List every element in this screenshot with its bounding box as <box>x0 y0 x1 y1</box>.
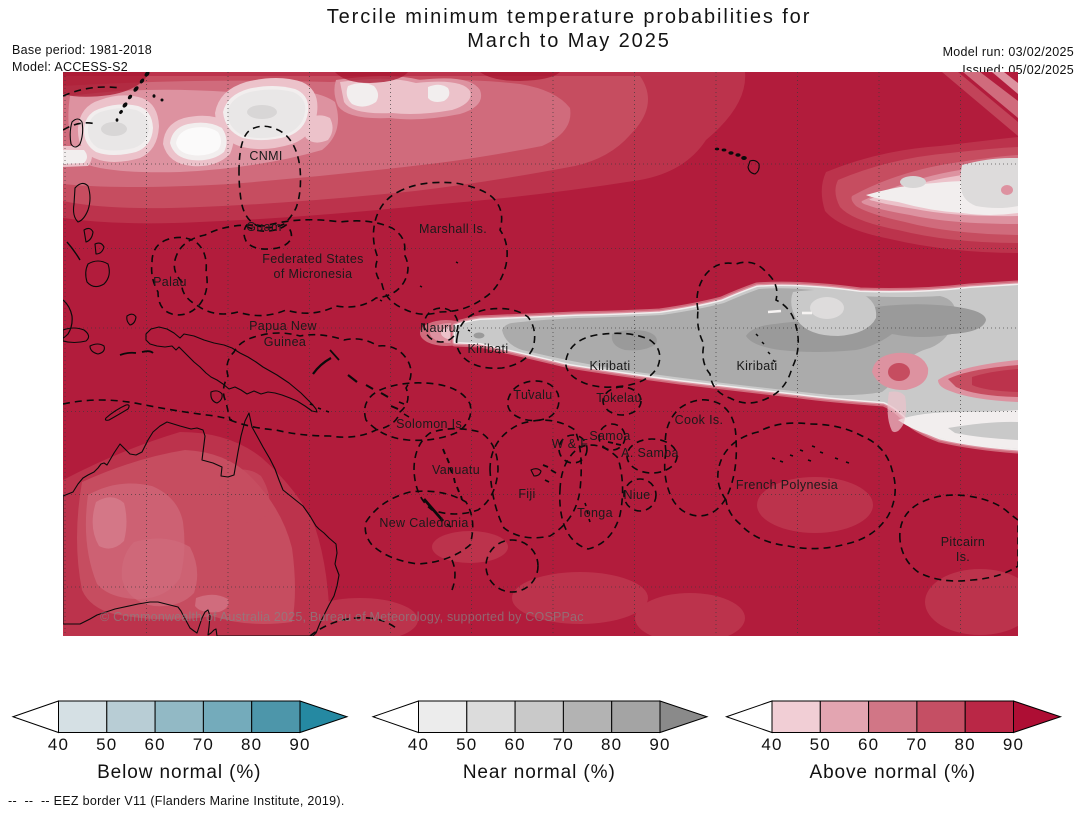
svg-text:60: 60 <box>504 735 525 754</box>
svg-text:70: 70 <box>553 735 574 754</box>
svg-text:Is.: Is. <box>956 550 970 564</box>
svg-text:Palau: Palau <box>153 275 187 289</box>
svg-text:80: 80 <box>241 735 262 754</box>
svg-text:Above normal (%): Above normal (%) <box>810 762 976 783</box>
svg-text:of Micronesia: of Micronesia <box>274 267 353 281</box>
svg-text:Vanuatu: Vanuatu <box>432 463 480 477</box>
svg-text:Pitcairn: Pitcairn <box>941 535 985 549</box>
svg-text:Niue: Niue <box>623 488 650 502</box>
svg-text:70: 70 <box>193 735 214 754</box>
svg-text:Samoa: Samoa <box>589 429 630 443</box>
svg-text:Federated States: Federated States <box>262 252 364 266</box>
svg-text:80: 80 <box>601 735 622 754</box>
svg-text:Tokelau: Tokelau <box>596 391 642 405</box>
svg-text:60: 60 <box>144 735 165 754</box>
svg-text:40: 40 <box>408 735 429 754</box>
svg-text:New Caledonia: New Caledonia <box>379 516 468 530</box>
svg-text:50: 50 <box>810 735 831 754</box>
svg-text:Nauru: Nauru <box>420 321 456 335</box>
svg-text:Kiribati: Kiribati <box>736 359 777 373</box>
svg-text:Marshall Is.: Marshall Is. <box>419 222 487 236</box>
svg-text:70: 70 <box>906 735 927 754</box>
svg-text:Tonga: Tonga <box>577 506 613 520</box>
svg-text:Guam: Guam <box>246 220 281 234</box>
svg-text:Tuvalu: Tuvalu <box>513 388 552 402</box>
svg-text:40: 40 <box>48 735 69 754</box>
svg-text:Near normal (%): Near normal (%) <box>463 762 616 783</box>
svg-text:French Polynesia: French Polynesia <box>736 478 838 492</box>
svg-text:A. Samoa: A. Samoa <box>621 446 679 460</box>
svg-text:W & F: W & F <box>552 437 588 451</box>
svg-text:CNMI: CNMI <box>249 149 282 163</box>
svg-text:Fiji: Fiji <box>518 487 535 501</box>
svg-text:90: 90 <box>289 735 310 754</box>
svg-text:50: 50 <box>456 735 477 754</box>
svg-text:Cook Is.: Cook Is. <box>675 413 724 427</box>
svg-text:Guinea: Guinea <box>264 335 306 349</box>
svg-text:Kiribati: Kiribati <box>589 359 630 373</box>
svg-text:Solomon Is.: Solomon Is. <box>396 417 466 431</box>
svg-text:Below normal (%): Below normal (%) <box>97 762 261 783</box>
svg-text:80: 80 <box>955 735 976 754</box>
svg-text:90: 90 <box>649 735 670 754</box>
svg-text:40: 40 <box>761 735 782 754</box>
svg-text:Papua New: Papua New <box>249 319 317 333</box>
svg-text:© Commonwealth of Australia 20: © Commonwealth of Australia 2025, Bureau… <box>100 610 584 624</box>
svg-text:Kiribati: Kiribati <box>467 342 508 356</box>
svg-text:60: 60 <box>858 735 879 754</box>
svg-text:90: 90 <box>1003 735 1024 754</box>
svg-text:50: 50 <box>96 735 117 754</box>
